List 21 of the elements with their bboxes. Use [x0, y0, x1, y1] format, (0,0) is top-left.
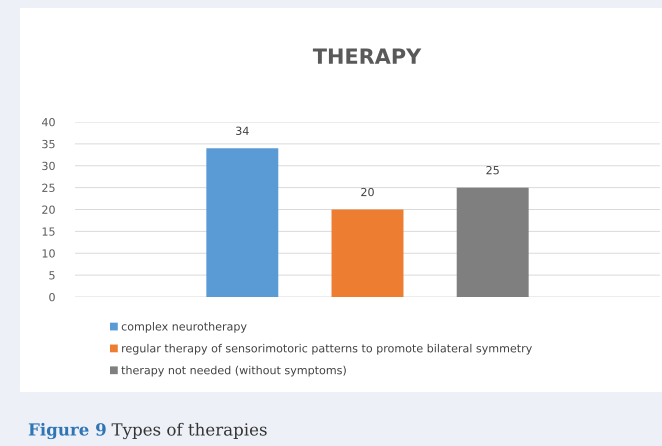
- legend-label: therapy not needed (without symptoms): [121, 366, 346, 376]
- bar: [206, 148, 278, 297]
- bar: [456, 188, 529, 297]
- y-tick-label: 0: [49, 292, 55, 302]
- data-label: 34: [236, 126, 249, 135]
- y-tick-label: 15: [42, 227, 55, 236]
- y-tick-label: 5: [49, 271, 55, 280]
- caption: Figure 9: [28, 422, 106, 440]
- y-tick-label: 35: [42, 140, 55, 148]
- data-label: 25: [486, 166, 499, 174]
- y-tick-label: 20: [42, 205, 55, 214]
- legend-label: complex neurotherapy: [122, 322, 247, 333]
- y-tick-label: 10: [42, 249, 55, 258]
- y-tick-label: 40: [42, 118, 55, 126]
- bar: [332, 210, 404, 297]
- y-tick-label: 25: [42, 184, 55, 192]
- chart-title: THERAPY: [312, 48, 422, 64]
- data-label: 20: [361, 188, 374, 196]
- legend-label: regular therapy of sensorimotoric patterns to promote bilateral symmetry: [122, 344, 532, 355]
- text: Types of therapies: [112, 422, 267, 440]
- y-tick-label: 30: [42, 162, 55, 170]
